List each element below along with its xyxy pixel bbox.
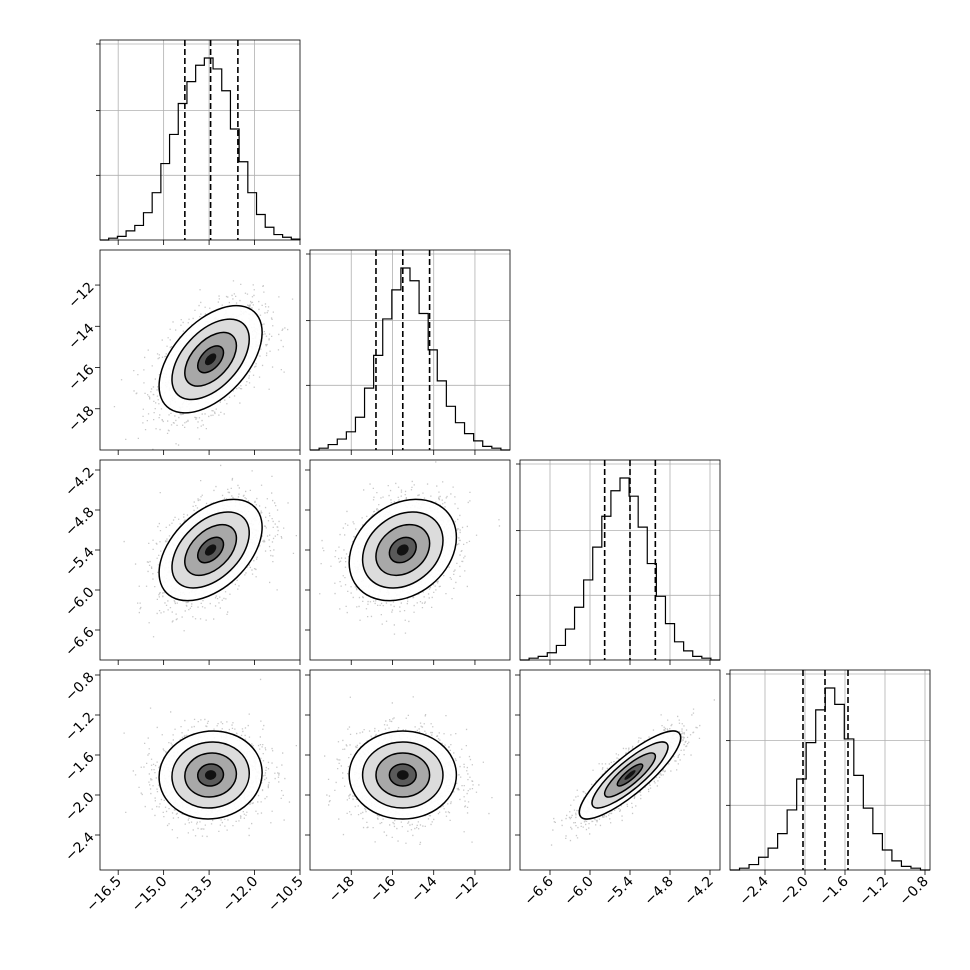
histogram-1 bbox=[310, 267, 510, 451]
y-tick-label: −16 bbox=[65, 362, 97, 394]
x-tick-label: −10.5 bbox=[265, 874, 307, 916]
y-tick-label: −6.6 bbox=[62, 624, 97, 659]
density-panel-0-2 bbox=[123, 464, 297, 638]
density-fill bbox=[624, 770, 636, 780]
density-0-2-frame bbox=[99, 459, 301, 661]
y-tick-label: −5.4 bbox=[62, 544, 97, 579]
histogram-2 bbox=[520, 477, 720, 661]
contour-1 bbox=[184, 331, 238, 387]
histogram-3 bbox=[730, 687, 930, 871]
x-tick-label: −2.0 bbox=[776, 874, 811, 909]
y-tick-label: −12 bbox=[65, 279, 97, 311]
y-tick-label: −1.6 bbox=[62, 749, 97, 784]
density-0-1-frame bbox=[99, 249, 301, 451]
contour-0 bbox=[388, 763, 417, 787]
x-tick-label: −1.6 bbox=[816, 873, 851, 908]
y-tick-label: −18 bbox=[65, 403, 97, 435]
contour-2 bbox=[171, 741, 250, 809]
histogram-3-frame bbox=[729, 669, 931, 871]
density-panel-1-3 bbox=[324, 696, 493, 845]
contour-0 bbox=[196, 345, 225, 374]
y-tick-label: −2.4 bbox=[62, 829, 97, 864]
x-tick-label: −1.2 bbox=[856, 874, 891, 909]
y-tick-label: −4.2 bbox=[62, 464, 97, 499]
histogram-panel-1 bbox=[306, 250, 510, 451]
x-tick-label: −13.5 bbox=[174, 874, 216, 916]
y-tick-label: −14 bbox=[65, 321, 97, 353]
x-tick-label: −18 bbox=[326, 874, 358, 906]
contour-2 bbox=[361, 741, 444, 809]
y-tick-label: −1.2 bbox=[62, 709, 97, 744]
contour-2 bbox=[171, 511, 250, 589]
contour-3 bbox=[578, 730, 682, 820]
x-tick-label: −16 bbox=[367, 873, 399, 905]
histogram-0 bbox=[100, 57, 301, 241]
contour-2 bbox=[591, 741, 669, 809]
contour-1 bbox=[375, 752, 431, 798]
contour-0 bbox=[196, 763, 225, 787]
y-tick-label: −4.8 bbox=[62, 504, 97, 539]
contour-3 bbox=[158, 304, 263, 414]
density-0-3-frame bbox=[99, 669, 301, 871]
contour-1 bbox=[375, 523, 431, 577]
histogram-2-frame bbox=[519, 459, 721, 661]
y-tick-label: −2.0 bbox=[62, 789, 97, 824]
contour-1 bbox=[603, 752, 657, 798]
x-tick-label: −2.4 bbox=[736, 873, 771, 908]
x-tick-label: −0.8 bbox=[896, 874, 931, 909]
x-tick-label: −4.8 bbox=[641, 874, 676, 909]
histogram-panel-0 bbox=[96, 40, 301, 241]
contour-2 bbox=[171, 318, 250, 401]
density-fill bbox=[396, 770, 409, 780]
histogram-panel-3 bbox=[726, 670, 930, 871]
density-fill bbox=[204, 544, 217, 556]
y-tick-label: −0.8 bbox=[62, 669, 97, 704]
x-tick-label: −4.2 bbox=[681, 874, 716, 909]
contour-0 bbox=[196, 536, 225, 564]
density-panel-2-3 bbox=[550, 699, 715, 846]
contour-3 bbox=[348, 498, 458, 602]
density-panel-1-2 bbox=[319, 461, 501, 635]
density-panel-0-1 bbox=[113, 280, 294, 450]
contour-2 bbox=[361, 511, 444, 589]
contour-3 bbox=[348, 730, 458, 820]
histogram-panel-2 bbox=[516, 460, 720, 661]
density-fill bbox=[396, 544, 409, 556]
density-fill bbox=[204, 770, 217, 780]
density-2-3-frame bbox=[519, 669, 721, 871]
contour-3 bbox=[158, 498, 263, 602]
density-1-3-frame bbox=[309, 669, 511, 871]
contour-1 bbox=[184, 752, 238, 798]
contour-3 bbox=[158, 730, 263, 820]
contour-0 bbox=[616, 763, 644, 787]
x-tick-label: −15.0 bbox=[129, 874, 171, 916]
histogram-1-frame bbox=[309, 249, 511, 451]
x-tick-label: −12 bbox=[450, 874, 482, 906]
x-tick-label: −12.0 bbox=[220, 874, 262, 916]
x-tick-label: −6.6 bbox=[521, 873, 556, 908]
density-fill bbox=[204, 353, 217, 366]
density-1-2-frame bbox=[309, 459, 511, 661]
x-tick-label: −6.0 bbox=[561, 874, 596, 909]
x-tick-label: −16.5 bbox=[83, 874, 125, 916]
contour-0 bbox=[388, 536, 417, 564]
contour-1 bbox=[184, 523, 238, 577]
x-tick-label: −14 bbox=[408, 873, 440, 905]
y-tick-label: −6.0 bbox=[62, 584, 97, 619]
x-tick-label: −5.4 bbox=[601, 873, 636, 908]
histogram-0-frame bbox=[99, 39, 301, 241]
density-panel-0-3 bbox=[123, 678, 297, 839]
